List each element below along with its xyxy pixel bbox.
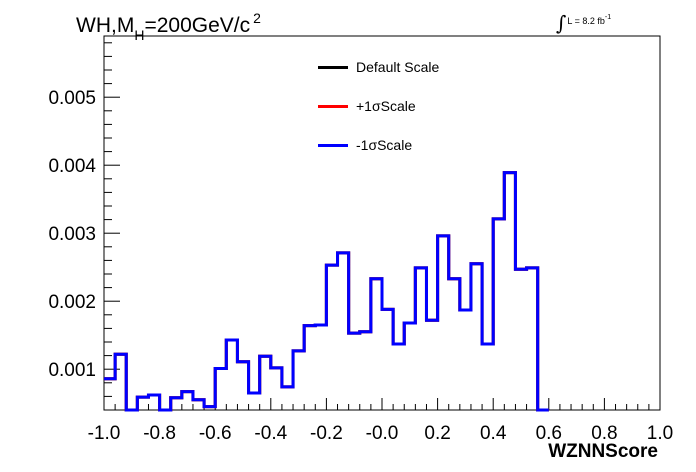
legend-swatch-plus1sigma bbox=[318, 104, 348, 108]
legend-label-plus1sigma: +1σScale bbox=[356, 98, 416, 114]
y-tick-label: 0.005 bbox=[48, 88, 96, 109]
legend-swatch-default bbox=[318, 65, 348, 69]
x-tick-label: -0.6 bbox=[199, 423, 232, 444]
x-axis: -1.0 -0.8 -0.6 -0.4 -0.2 -0.0 0.2 0.4 0.6 0.8 1.0 bbox=[88, 398, 673, 444]
x-tick-label: -0.2 bbox=[310, 423, 343, 444]
x-tick-label: -0.8 bbox=[143, 423, 176, 444]
series-minus1sigma-scale bbox=[104, 171, 549, 412]
y-tick-label: 0.002 bbox=[48, 292, 96, 313]
legend-label-default: Default Scale bbox=[356, 59, 440, 75]
x-tick-label: 0.4 bbox=[480, 423, 507, 444]
x-tick-label: 1.0 bbox=[647, 423, 673, 444]
legend-swatch-minus1sigma bbox=[318, 143, 348, 147]
x-tick-label: -1.0 bbox=[88, 423, 121, 444]
legend-item-plus1sigma: +1σScale bbox=[318, 96, 416, 116]
series-group bbox=[104, 171, 549, 412]
x-tick-label: 0.2 bbox=[424, 423, 450, 444]
x-tick-label: 0.8 bbox=[591, 423, 617, 444]
luminosity-label: ∫L = 8.2 fb-1 bbox=[556, 11, 612, 35]
legend-label-minus1sigma: -1σScale bbox=[356, 137, 413, 153]
x-tick-label: 0.6 bbox=[536, 423, 562, 444]
legend-item-default: Default Scale bbox=[318, 57, 439, 77]
x-tick-label: -0.4 bbox=[254, 423, 287, 444]
x-axis-title: WZNNScore bbox=[548, 441, 658, 462]
y-axis: 0.001 0.002 0.003 0.004 0.005 bbox=[48, 42, 120, 411]
y-tick-label: 0.003 bbox=[48, 224, 96, 245]
integral-symbol: ∫ bbox=[556, 11, 567, 35]
y-tick-label: 0.004 bbox=[48, 156, 96, 177]
chart-title: WH,MH=200GeV/c 2 bbox=[76, 10, 261, 43]
legend-item-minus1sigma: -1σScale bbox=[318, 135, 412, 155]
x-tick-label: -0.0 bbox=[366, 423, 399, 444]
y-tick-label: 0.001 bbox=[48, 360, 96, 381]
plot-frame bbox=[103, 35, 661, 411]
